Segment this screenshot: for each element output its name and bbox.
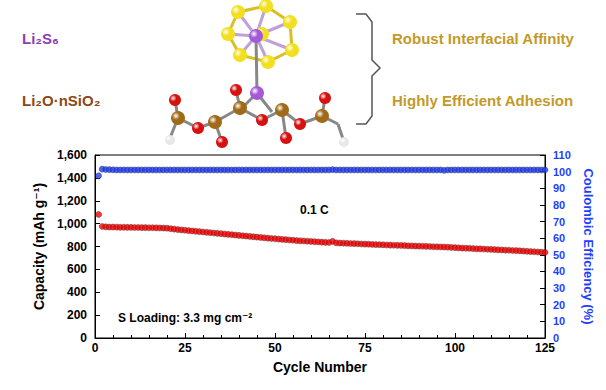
svg-text:Coulombic Efficiency (%): Coulombic Efficiency (%): [581, 168, 596, 324]
svg-text:10: 10: [553, 315, 565, 327]
svg-text:125: 125: [535, 341, 555, 355]
svg-text:60: 60: [553, 232, 565, 244]
svg-text:100: 100: [445, 341, 465, 355]
svg-text:Robust Interfacial Affinity: Robust Interfacial Affinity: [392, 30, 575, 47]
svg-text:S Loading: 3.3 mg cm⁻²: S Loading: 3.3 mg cm⁻²: [118, 311, 252, 325]
svg-text:30: 30: [553, 282, 565, 294]
svg-text:50: 50: [268, 341, 282, 355]
svg-text:100: 100: [553, 166, 571, 178]
svg-text:Li₂O·nSiO₂: Li₂O·nSiO₂: [22, 92, 100, 109]
svg-text:600: 600: [67, 262, 87, 276]
svg-text:Li₂S₆: Li₂S₆: [22, 30, 59, 47]
svg-text:0: 0: [553, 332, 560, 344]
svg-text:Cycle Number: Cycle Number: [273, 359, 368, 375]
svg-text:Highly Efficient Adhesion: Highly Efficient Adhesion: [392, 92, 573, 109]
svg-text:400: 400: [67, 285, 87, 299]
svg-text:70: 70: [553, 216, 565, 228]
svg-text:0: 0: [92, 341, 99, 355]
svg-text:50: 50: [553, 249, 565, 261]
svg-text:110: 110: [553, 149, 571, 161]
svg-text:1,200: 1,200: [57, 194, 87, 208]
svg-text:25: 25: [178, 341, 192, 355]
svg-text:75: 75: [358, 341, 372, 355]
svg-text:0.1 C: 0.1 C: [300, 203, 329, 217]
svg-text:90: 90: [553, 182, 565, 194]
svg-text:800: 800: [67, 240, 87, 254]
svg-text:1,600: 1,600: [57, 148, 87, 162]
svg-text:200: 200: [67, 308, 87, 322]
svg-text:1,000: 1,000: [57, 217, 87, 231]
svg-text:20: 20: [553, 299, 565, 311]
svg-text:40: 40: [553, 265, 565, 277]
svg-text:0: 0: [80, 331, 87, 345]
svg-text:Capacity (mAh g⁻¹): Capacity (mAh g⁻¹): [31, 183, 47, 310]
svg-text:80: 80: [553, 199, 565, 211]
svg-text:1,400: 1,400: [57, 171, 87, 185]
